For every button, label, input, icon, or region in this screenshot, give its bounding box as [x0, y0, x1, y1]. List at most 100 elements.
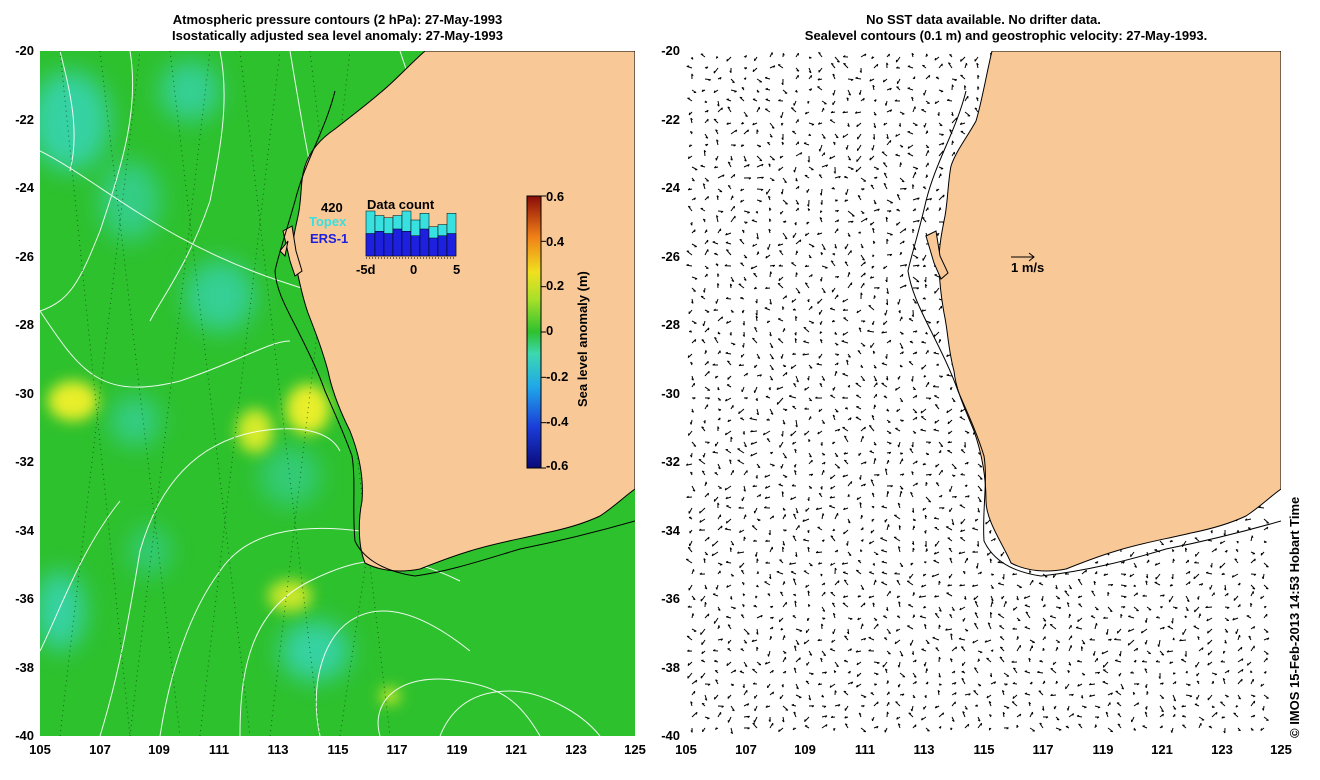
velocity-vector-head	[771, 368, 774, 371]
velocity-vector	[907, 152, 914, 157]
velocity-vector	[843, 63, 849, 69]
velocity-vector-head	[1128, 615, 1131, 617]
velocity-vector-head	[954, 496, 957, 499]
velocity-vector-head	[818, 174, 822, 176]
velocity-vector-head	[724, 487, 727, 491]
velocity-vector-head	[958, 551, 961, 555]
velocity-vector	[712, 540, 719, 547]
velocity-vector-head	[779, 250, 782, 252]
velocity-vector-head	[751, 639, 754, 642]
velocity-vector-head	[1184, 615, 1188, 618]
velocity-vector-head	[796, 202, 799, 205]
velocity-vector-head	[808, 256, 812, 259]
velocity-vector	[1003, 601, 1007, 608]
velocity-vector	[834, 175, 841, 179]
velocity-vector-head	[939, 609, 942, 612]
velocity-vector-head	[894, 641, 897, 644]
velocity-vector	[750, 441, 758, 445]
velocity-vector-head	[926, 548, 928, 551]
velocity-vector-head	[690, 57, 694, 60]
velocity-vector-head	[922, 264, 926, 267]
velocity-vector-head	[1109, 638, 1112, 642]
velocity-vector-head	[692, 613, 695, 616]
velocity-vector-head	[807, 208, 811, 211]
velocity-vector-head	[876, 64, 879, 67]
velocity-vector-head	[726, 615, 729, 618]
velocity-vector-head	[1122, 606, 1126, 609]
velocity-vector-head	[912, 184, 915, 187]
velocity-vector	[894, 639, 901, 645]
velocity-vector	[782, 232, 788, 240]
velocity-vector-head	[1265, 587, 1269, 590]
velocity-vector-head	[802, 353, 805, 356]
velocity-vector-head	[781, 491, 785, 494]
velocity-vector	[1193, 573, 1200, 580]
velocity-vector-head	[833, 612, 836, 616]
velocity-vector-head	[717, 283, 720, 286]
velocity-vector-head	[769, 302, 772, 305]
velocity-vector-head	[916, 482, 918, 486]
velocity-vector-head	[858, 231, 861, 234]
velocity-vector-head	[900, 346, 904, 349]
velocity-vector-head	[1109, 610, 1113, 613]
velocity-vector-head	[1251, 535, 1254, 539]
velocity-vector-head	[857, 350, 861, 352]
velocity-vector-head	[836, 276, 840, 279]
velocity-vector	[717, 174, 725, 179]
velocity-vector-head	[703, 558, 706, 561]
hist-bar-ers1	[374, 231, 385, 257]
velocity-vector-head	[830, 307, 833, 310]
velocity-vector-head	[781, 434, 784, 437]
velocity-vector	[945, 628, 953, 631]
velocity-vector-head	[881, 362, 885, 364]
velocity-vector	[845, 188, 849, 196]
velocity-vector-head	[822, 422, 825, 424]
velocity-vector-head	[744, 256, 748, 259]
velocity-vector	[1094, 623, 1097, 630]
velocity-vector-head	[921, 648, 924, 650]
velocity-vector-head	[856, 124, 858, 127]
velocity-vector-head	[750, 442, 753, 445]
velocity-vector-head	[1005, 601, 1007, 604]
right-title-line2: Sealevel contours (0.1 m) and geostrophi…	[804, 28, 1208, 43]
velocity-vector	[1128, 628, 1135, 633]
velocity-vector-head	[795, 179, 798, 182]
velocity-vector-head	[725, 232, 728, 236]
velocity-vector-head	[915, 460, 918, 464]
velocity-vector-head	[765, 98, 769, 100]
velocity-vector-head	[1101, 651, 1104, 655]
velocity-vector-head	[747, 129, 749, 133]
velocity-vector	[794, 600, 797, 608]
velocity-vector	[821, 243, 826, 250]
velocity-vector-head	[721, 316, 724, 320]
velocity-vector-head	[923, 605, 926, 609]
velocity-vector-head	[693, 197, 696, 201]
velocity-vector-head	[926, 174, 928, 178]
velocity-vector-head	[849, 417, 852, 421]
colorbar-label: Sea level anomaly (m)	[575, 271, 590, 407]
velocity-vector-head	[718, 409, 722, 411]
velocity-vector-head	[864, 461, 867, 464]
velocity-vector-head	[804, 264, 808, 267]
velocity-vector-head	[835, 455, 839, 458]
velocity-vector	[1114, 639, 1122, 641]
velocity-vector-head	[950, 633, 953, 636]
velocity-vector-head	[791, 300, 794, 303]
velocity-vector-head	[897, 502, 901, 505]
velocity-vector-head	[779, 559, 782, 561]
velocity-vector-head	[1161, 543, 1164, 546]
velocity-vector	[920, 408, 927, 414]
velocity-vector-head	[754, 554, 757, 557]
velocity-vector-head	[888, 210, 892, 213]
velocity-vector-head	[946, 354, 949, 357]
velocity-vector-head	[847, 521, 851, 524]
velocity-vector-head	[848, 93, 851, 96]
velocity-vector	[974, 612, 979, 619]
velocity-vector-head	[822, 513, 825, 516]
velocity-vector-head	[979, 489, 983, 492]
hist-bar-ers1	[392, 228, 403, 257]
velocity-vector	[754, 386, 758, 393]
velocity-vector-head	[754, 326, 757, 329]
velocity-vector	[883, 172, 888, 179]
velocity-vector-head	[851, 220, 854, 224]
